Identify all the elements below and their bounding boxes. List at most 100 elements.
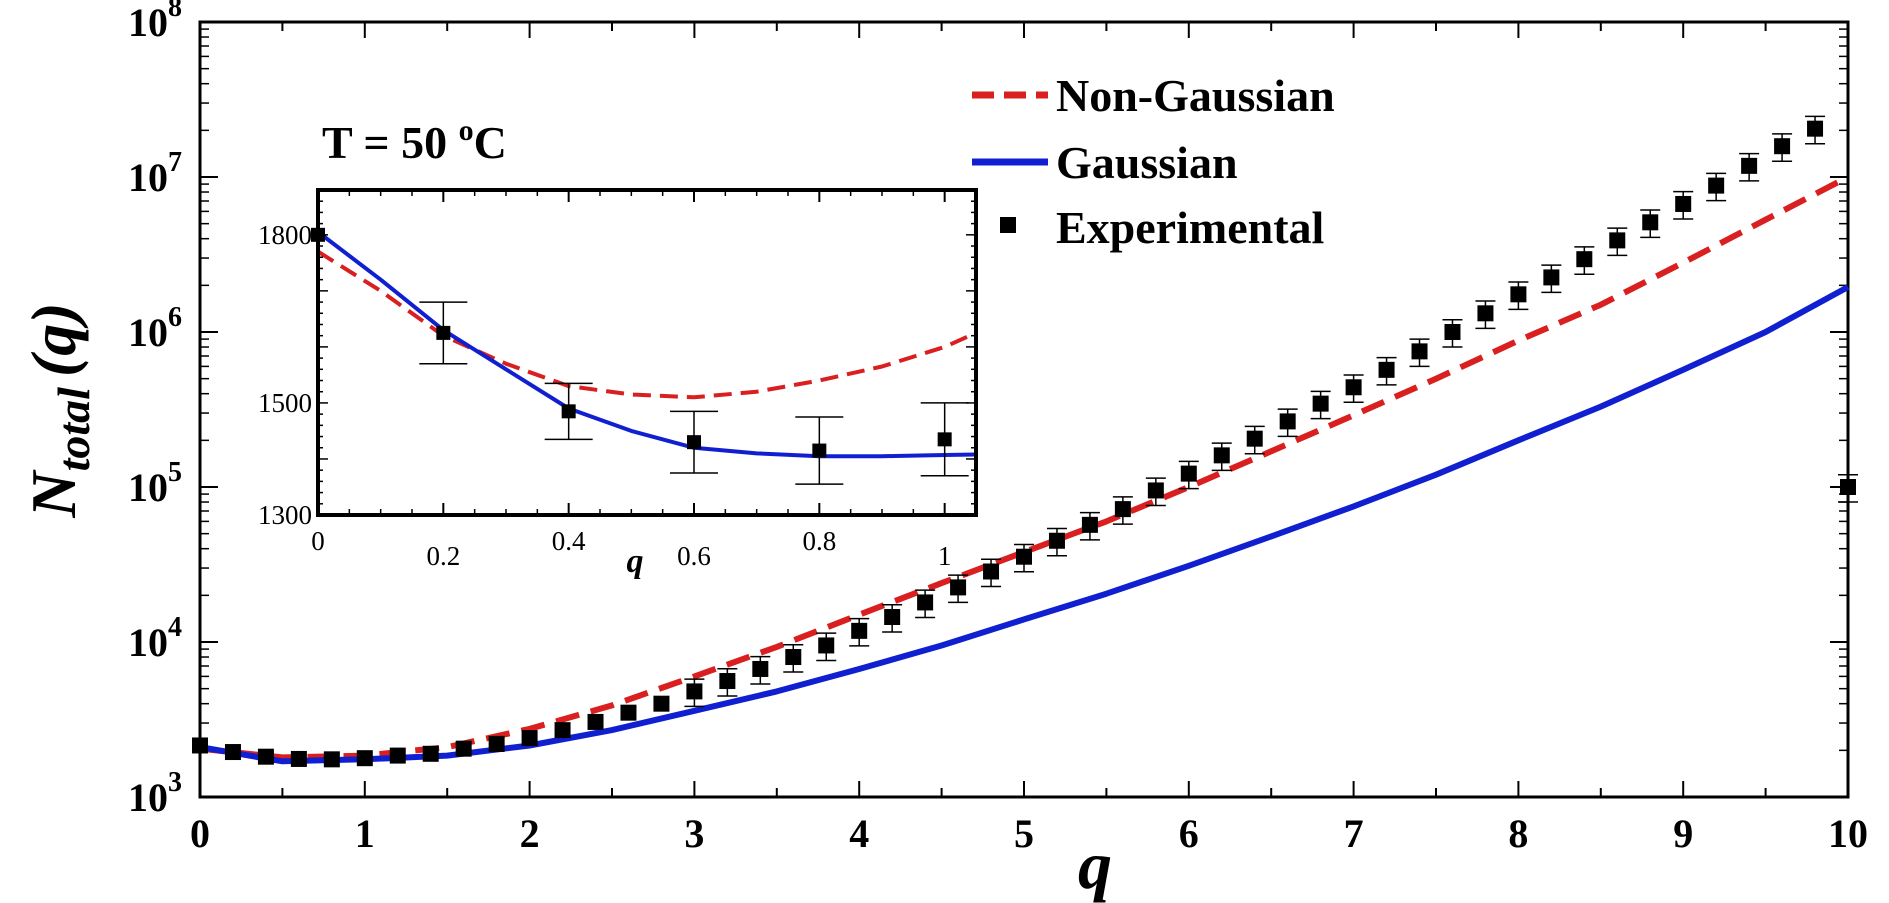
y-tick-label-8: 108 — [128, 0, 182, 45]
data-point-experimental — [587, 713, 604, 730]
main-series — [192, 115, 1858, 768]
x-tick-label-7: 7 — [1344, 811, 1364, 856]
svg-text:Ntotal(q): Ntotal (q) — [18, 302, 99, 518]
inset-x-tick-label-0-6: 0.6 — [677, 541, 711, 571]
data-point-experimental — [1246, 430, 1263, 447]
data-point-experimental — [257, 748, 274, 765]
inset-x-tick-label-1: 1 — [938, 541, 952, 571]
data-point-experimental — [554, 722, 571, 739]
data-point-experimental — [1807, 120, 1824, 137]
data-point-experimental — [455, 740, 472, 757]
inset-x-tick-label-0-8: 0.8 — [802, 526, 836, 556]
data-point-experimental — [1510, 286, 1527, 303]
y-tick-label-7: 107 — [128, 147, 182, 200]
inset-x-tick-label-0-2: 0.2 — [426, 541, 460, 571]
x-axis-title: q — [1078, 827, 1112, 903]
temperature-prefix: T = 50 — [322, 117, 459, 168]
inset-y-tick-label-1300: 1300 — [258, 500, 312, 530]
y-axis-title: Ntotal (q) — [18, 302, 99, 518]
data-point-experimental — [290, 750, 307, 767]
legend-swatch-experimental — [1000, 217, 1016, 233]
data-point-experimental — [983, 563, 1000, 580]
data-point-experimental — [752, 660, 769, 677]
series-line-gaussian — [199, 284, 1850, 765]
y-axis-base: N — [18, 469, 89, 519]
data-point-experimental — [1312, 395, 1329, 412]
data-point-experimental — [192, 737, 208, 754]
inset-series-line-non-gaussian — [316, 249, 977, 400]
x-tick-label-1: 1 — [355, 811, 375, 856]
data-point-experimental — [653, 695, 670, 712]
data-point-experimental — [488, 735, 505, 752]
x-tick-label-9: 9 — [1673, 811, 1693, 856]
data-point-experimental — [389, 747, 406, 764]
data-point-experimental — [356, 750, 373, 767]
data-point-experimental — [1180, 465, 1197, 482]
inset-data-point-experimental — [812, 443, 827, 458]
x-tick-label-0: 0 — [190, 811, 210, 856]
data-point-experimental — [884, 608, 901, 625]
data-point-experimental — [1642, 214, 1659, 231]
y-axis-sub: total — [48, 387, 99, 472]
data-point-experimental — [1444, 324, 1461, 340]
data-point-experimental — [1576, 251, 1593, 268]
legend-label-gaussian: Gaussian — [1056, 137, 1238, 188]
inset-plot-frame — [316, 188, 978, 517]
data-point-experimental — [818, 637, 835, 654]
data-point-experimental — [521, 730, 538, 747]
data-point-experimental — [1048, 532, 1065, 549]
inset-series-line-gaussian — [316, 230, 977, 459]
x-tick-label-2: 2 — [520, 811, 540, 856]
data-point-experimental — [620, 704, 637, 721]
inset-data-point-experimental — [687, 435, 701, 450]
series-line-non-gaussian — [199, 174, 1850, 761]
data-point-experimental — [1840, 479, 1856, 495]
data-point-experimental — [950, 579, 967, 596]
data-point-experimental — [323, 751, 340, 768]
x-tick-label-4: 4 — [849, 811, 869, 856]
inset-x-axis-title: q — [627, 543, 644, 580]
y-tick-label-5: 105 — [128, 457, 182, 510]
data-point-experimental — [1477, 305, 1494, 322]
legend-label-non-gaussian: Non-Gaussian — [1056, 70, 1335, 121]
legend-label-experimental: Experimental — [1056, 202, 1324, 253]
data-point-experimental — [1741, 157, 1758, 174]
inset-background — [318, 190, 976, 515]
x-tick-label-6: 6 — [1179, 811, 1199, 856]
data-point-experimental — [686, 683, 703, 700]
data-point-experimental — [1147, 482, 1164, 499]
legend: Non-Gaussian Gaussian Experimental — [972, 70, 1335, 253]
x-tick-label-10: 10 — [1828, 811, 1868, 856]
data-point-experimental — [1675, 195, 1692, 212]
data-point-experimental — [422, 745, 439, 762]
data-point-experimental — [1774, 138, 1791, 155]
data-point-experimental — [1081, 516, 1098, 533]
inset-data-point-experimental — [937, 432, 952, 447]
inset-series — [311, 227, 977, 485]
data-point-experimental — [1114, 501, 1131, 518]
data-point-experimental — [1543, 269, 1560, 286]
x-tick-label-8: 8 — [1508, 811, 1528, 856]
y-tick-label-4: 104 — [128, 612, 182, 665]
data-point-experimental — [1279, 413, 1296, 430]
data-point-experimental — [1345, 379, 1362, 396]
inset-x-tick-label-0-4: 0.4 — [552, 526, 586, 556]
data-point-experimental — [1411, 343, 1428, 360]
inset-data-point-experimental — [561, 404, 576, 419]
data-point-experimental — [1609, 232, 1626, 249]
inset-y-tick-label-1800: 1800 — [258, 220, 312, 250]
y-tick-label-6: 106 — [128, 302, 182, 355]
data-point-experimental — [785, 649, 802, 666]
x-tick-label-5: 5 — [1014, 811, 1034, 856]
inset-x-tick-label-0: 0 — [311, 526, 325, 556]
inset-data-point-experimental — [436, 325, 451, 340]
data-point-experimental — [1708, 177, 1725, 194]
data-point-experimental — [1213, 447, 1230, 464]
temperature-annotation: T = 50 oC — [322, 114, 507, 168]
temperature-unit: C — [474, 117, 507, 168]
data-point-experimental — [1016, 548, 1032, 565]
y-axis-arg: (q) — [18, 302, 89, 377]
data-point-experimental — [1378, 361, 1395, 378]
y-tick-label-3: 103 — [128, 767, 182, 820]
